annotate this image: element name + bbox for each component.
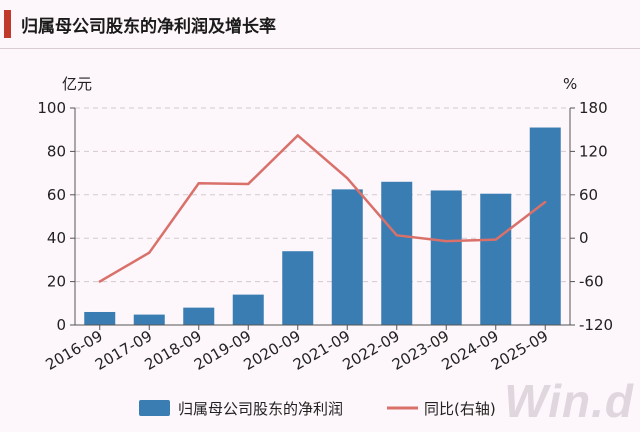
line-series — [98, 134, 547, 283]
right-tick-label: 180 — [579, 99, 608, 117]
legend-swatch-bar — [139, 400, 170, 416]
bar — [84, 311, 116, 325]
gridlines — [75, 107, 570, 283]
legend: 归属母公司股东的净利润 同比(右轴) — [139, 400, 496, 418]
line-point — [197, 182, 200, 185]
growth-line — [99, 134, 547, 283]
line-point — [247, 182, 250, 186]
x-tick-label: 2025-09 — [488, 327, 551, 374]
bar — [381, 181, 413, 325]
line-point — [148, 251, 151, 254]
bar — [133, 314, 165, 325]
line-point — [98, 280, 101, 283]
left-axis-unit: 亿元 — [62, 75, 92, 93]
bar — [183, 307, 215, 325]
line-point — [494, 238, 497, 241]
right-axis-unit: % — [563, 75, 577, 93]
right-tick-label: 0 — [579, 229, 589, 247]
bar — [232, 294, 264, 325]
left-tick-label: 0 — [56, 316, 66, 334]
bar — [331, 189, 363, 325]
right-tick-label: -60 — [579, 273, 604, 291]
line-point — [346, 176, 349, 180]
chart-header: 归属母公司股东的净利润及增长率 — [0, 0, 640, 48]
legend-label-line: 同比(右轴) — [424, 400, 496, 418]
line-point — [445, 239, 448, 243]
bar-series — [84, 127, 561, 325]
header-accent-bar — [4, 10, 11, 38]
right-tick-label: 60 — [579, 186, 598, 204]
line-point — [296, 134, 299, 137]
bar — [430, 190, 462, 325]
header-divider — [0, 48, 640, 49]
bar — [480, 193, 512, 325]
bar — [529, 127, 561, 325]
line-point — [544, 200, 547, 204]
bar — [282, 251, 314, 325]
line-point — [395, 234, 398, 237]
right-tick-label: -120 — [579, 316, 613, 334]
right-tick-label: 120 — [579, 142, 608, 160]
left-tick-label: 100 — [37, 99, 66, 117]
axes — [70, 107, 575, 330]
left-tick-label: 20 — [47, 273, 66, 291]
watermark-logo: Win.d — [504, 375, 634, 427]
left-tick-label: 80 — [47, 142, 66, 160]
legend-label-bar: 归属母公司股东的净利润 — [178, 400, 343, 418]
chart-title: 归属母公司股东的净利润及增长率 — [21, 16, 276, 37]
left-tick-label: 60 — [47, 186, 66, 204]
left-tick-label: 40 — [47, 229, 66, 247]
